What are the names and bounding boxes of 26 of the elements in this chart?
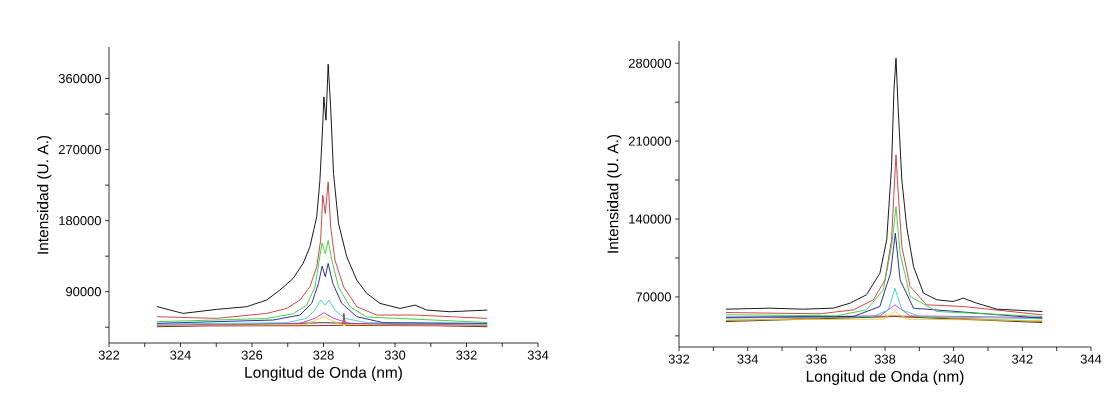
y-tick-label: 180000: [59, 216, 101, 226]
x-tick-label: 334: [527, 350, 549, 360]
x-tick-label: 328: [313, 350, 334, 360]
x-tick-label: 334: [737, 354, 759, 364]
x-tick-label: 340: [943, 354, 964, 364]
x-tick-label: 338: [874, 354, 896, 364]
y-tick-label: 90000: [66, 287, 101, 297]
y-tick-label: 70000: [636, 292, 671, 302]
x-tick-label: 342: [1012, 354, 1033, 364]
y-tick-label: 270000: [58, 145, 101, 155]
y-tick-label: 280000: [628, 58, 671, 68]
y-axis-title: Intensidad (U. A.): [607, 134, 622, 253]
x-tick-label: 332: [456, 350, 477, 360]
x-tick-label: 330: [384, 350, 406, 360]
x-axis-title: Longitud de Onda (nm): [806, 370, 964, 385]
x-tick-label: 332: [668, 354, 690, 364]
x-tick-label: 326: [241, 350, 263, 360]
x-tick-label: 344: [1080, 354, 1102, 364]
x-axis-title: Longitud de Onda (nm): [245, 366, 402, 381]
y-tick-label: 210000: [628, 136, 671, 146]
y-tick-label: 360000: [58, 73, 101, 84]
y-tick-label: 140000: [629, 214, 671, 224]
x-tick-label: 324: [170, 350, 191, 360]
y-axis-title: Intensidad (U. A.): [37, 135, 52, 254]
x-tick-label: 336: [806, 354, 827, 364]
x-tick-label: 322: [98, 350, 120, 360]
